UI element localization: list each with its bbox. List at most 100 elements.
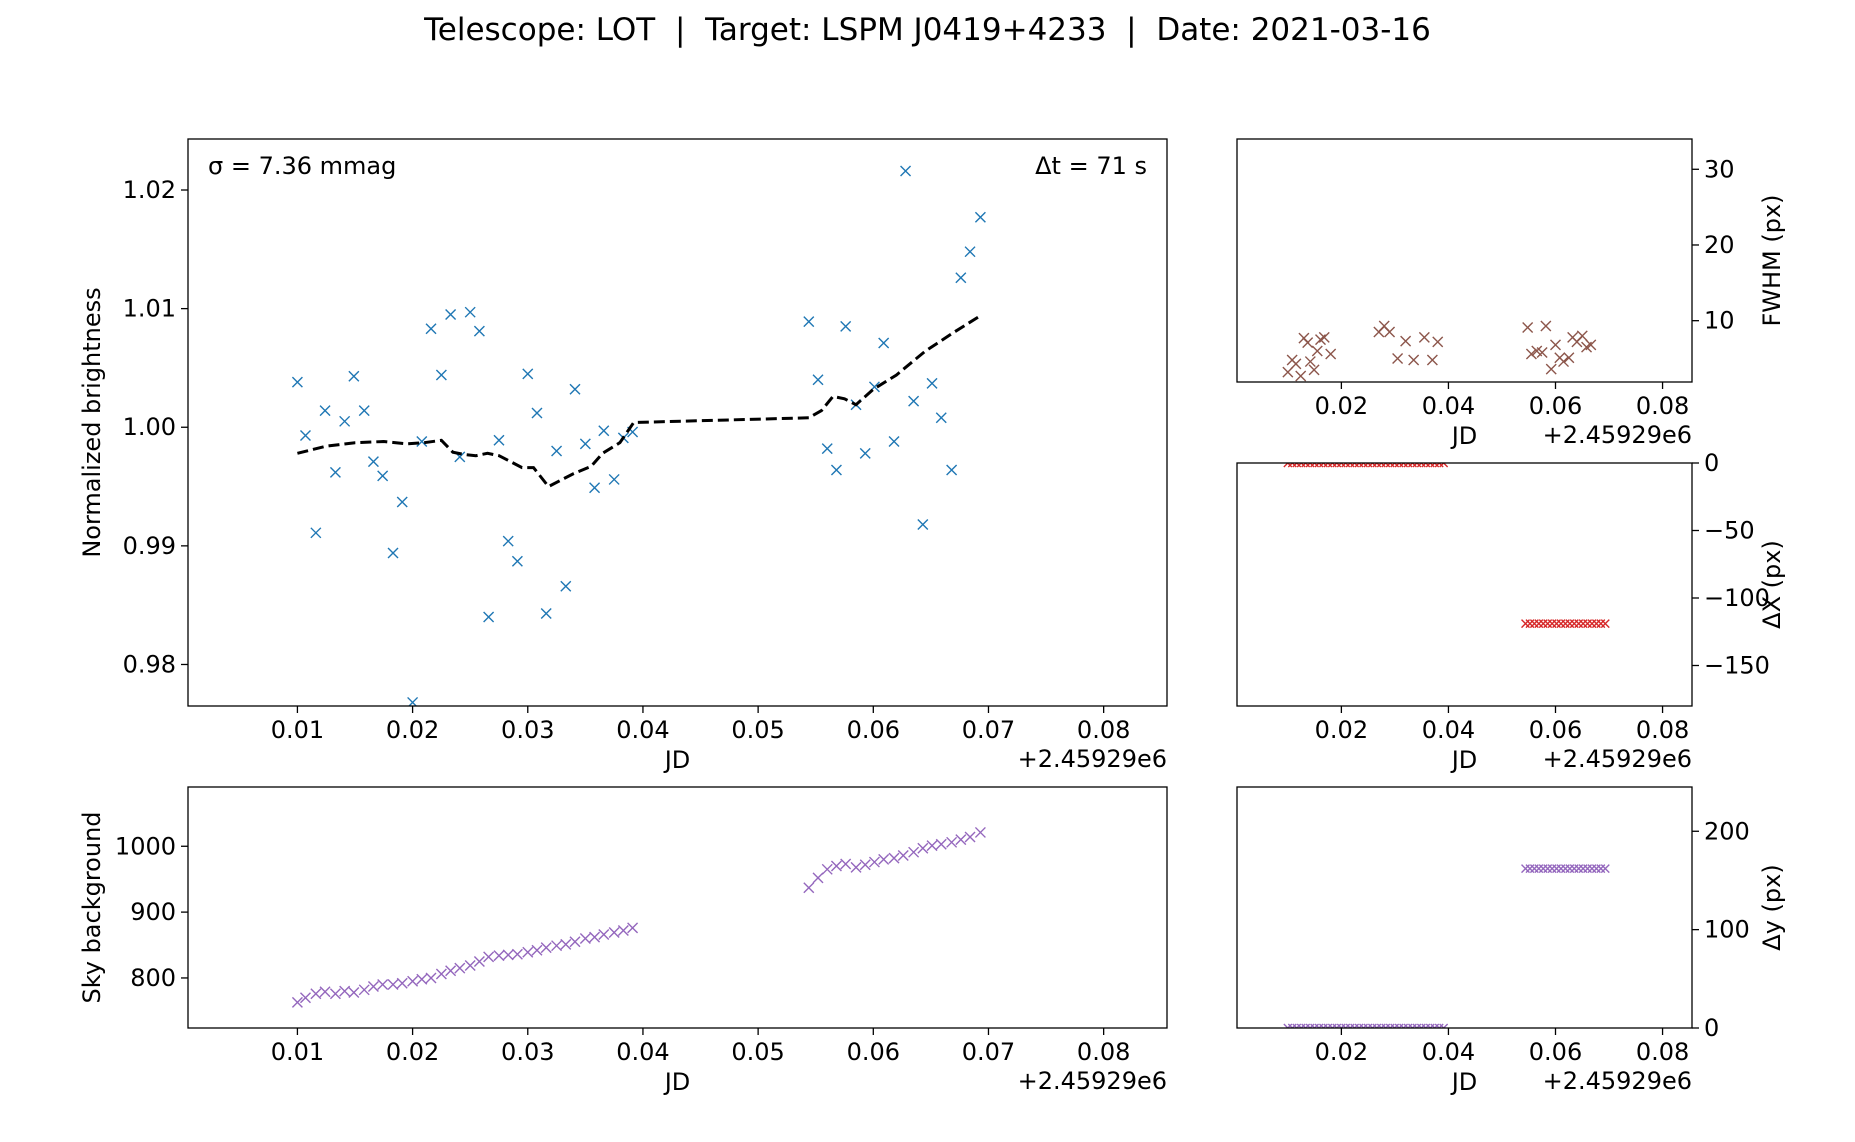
brightness-xtick-label: 0.06 [847, 716, 900, 744]
sky-point [830, 860, 842, 872]
sky-xtick-label: 0.03 [501, 1038, 554, 1066]
fwhm-point [1426, 354, 1438, 366]
sky-point [425, 972, 437, 984]
sky-point [608, 927, 620, 939]
sky-point [946, 836, 958, 848]
sky-point [840, 858, 852, 870]
brightness-point [878, 337, 890, 349]
sky-point [358, 984, 370, 996]
delta-y-xtick-label: 0.06 [1529, 1038, 1582, 1066]
brightness-point [803, 316, 815, 328]
brightness-point [522, 368, 534, 380]
delta-y-point [1578, 864, 1588, 874]
sky-point [878, 853, 890, 865]
delta-y-point [1600, 864, 1610, 874]
brightness-point [569, 383, 581, 395]
delta-y-xtick-label: 0.04 [1422, 1038, 1475, 1066]
delta-x-point [1600, 619, 1610, 629]
sky-point [387, 979, 399, 991]
sky-point [502, 949, 514, 961]
sky-point [964, 831, 976, 843]
delta-y-point [1543, 864, 1553, 874]
sky-point [522, 946, 534, 958]
brightness-point [551, 445, 563, 457]
sky-xtick-label: 0.01 [271, 1038, 324, 1066]
fwhm-xtick-label: 0.08 [1636, 392, 1689, 420]
fwhm-point [1432, 336, 1444, 348]
brightness-point [291, 376, 303, 388]
brightness-point [493, 434, 505, 446]
delta-x-ytick-label: −50 [1704, 517, 1755, 545]
brightness-ytick-label: 0.99 [123, 532, 176, 560]
brightness-data [291, 165, 986, 706]
brightness-point [473, 325, 485, 337]
sky-point [377, 979, 389, 991]
delta-y-ylabel: Δy (px) [1758, 864, 1786, 950]
fwhm-point [1308, 364, 1320, 376]
fwhm-point [1540, 320, 1552, 332]
sky-point [483, 951, 495, 963]
delta-x-point [1569, 619, 1579, 629]
brightness-point [955, 272, 967, 284]
delta-x-ytick-label: −150 [1704, 652, 1770, 680]
sky-xtick-label: 0.06 [847, 1038, 900, 1066]
sky-point [908, 846, 920, 858]
delta-y-xtick-label: 0.02 [1315, 1038, 1368, 1066]
brightness-point [310, 527, 322, 539]
sky-point [868, 856, 880, 868]
delta-x-panel: 0.02 0.04 0.06 0.08 0 −50 −100 −150 JD +2.45929e6… [1236, 449, 1786, 774]
delta-x-point [1543, 619, 1553, 629]
delta-x-x-offset: +2.45929e6 [1543, 745, 1692, 773]
sky-point [917, 842, 929, 854]
brightness-point [812, 374, 824, 386]
sky-point [859, 859, 871, 871]
delta-y-panel: 0.02 0.04 0.06 0.08 0 100 200 JD +2.45929e6 Δy (p… [1236, 786, 1786, 1096]
fwhm-point [1400, 335, 1412, 347]
delta-x-ytick-label: −100 [1704, 584, 1770, 612]
delta-y-point [1529, 864, 1539, 874]
delta-x-point [1596, 619, 1606, 629]
fwhm-point [1558, 356, 1570, 368]
fwhm-point [1290, 358, 1302, 370]
fwhm-point [1408, 354, 1420, 366]
delta-x-xtick-label: 0.04 [1422, 716, 1475, 744]
sky-point [569, 936, 581, 948]
delta-x-xtick-label: 0.02 [1315, 716, 1368, 744]
sky-point [598, 929, 610, 940]
brightness-xtick-label: 0.03 [501, 716, 554, 744]
delta-y-point [1556, 864, 1566, 874]
sky-xtick-label: 0.04 [616, 1038, 669, 1066]
delta-x-point [1578, 619, 1588, 629]
sky-xtick-label: 0.07 [962, 1038, 1015, 1066]
delta-y-point [1552, 864, 1562, 874]
brightness-point [377, 470, 389, 482]
sky-point [540, 942, 552, 954]
delta-x-ylabel: ΔX (px) [1758, 540, 1786, 629]
delta-y-ytick-label: 0 [1704, 1014, 1719, 1042]
sky-point [299, 992, 311, 1004]
delta-y-point [1538, 864, 1548, 874]
brightness-point [329, 466, 341, 478]
sky-point [560, 938, 572, 950]
sky-point [493, 950, 505, 962]
brightness-point [946, 464, 958, 476]
sky-point [888, 852, 900, 864]
sky-frame [187, 786, 1168, 1029]
delta-x-ytick-label: 0 [1704, 449, 1719, 477]
sky-point [551, 940, 563, 952]
delta-y-point [1569, 864, 1579, 874]
brightness-xtick-label: 0.04 [616, 716, 669, 744]
brightness-point [821, 443, 833, 455]
delta-x-point [1587, 619, 1597, 629]
brightness-point [560, 580, 572, 592]
delta-y-point [1565, 864, 1575, 874]
brightness-ytick-label: 1.01 [123, 295, 176, 323]
sky-point [454, 962, 466, 974]
brightness-xtick-label: 0.05 [731, 716, 784, 744]
delta-y-point [1439, 1023, 1449, 1028]
brightness-point [396, 496, 408, 508]
delta-y-ytick-label: 100 [1704, 916, 1750, 944]
brightness-point [589, 482, 601, 494]
delta-x-data [1283, 463, 1610, 629]
fwhm-data [1282, 320, 1597, 382]
